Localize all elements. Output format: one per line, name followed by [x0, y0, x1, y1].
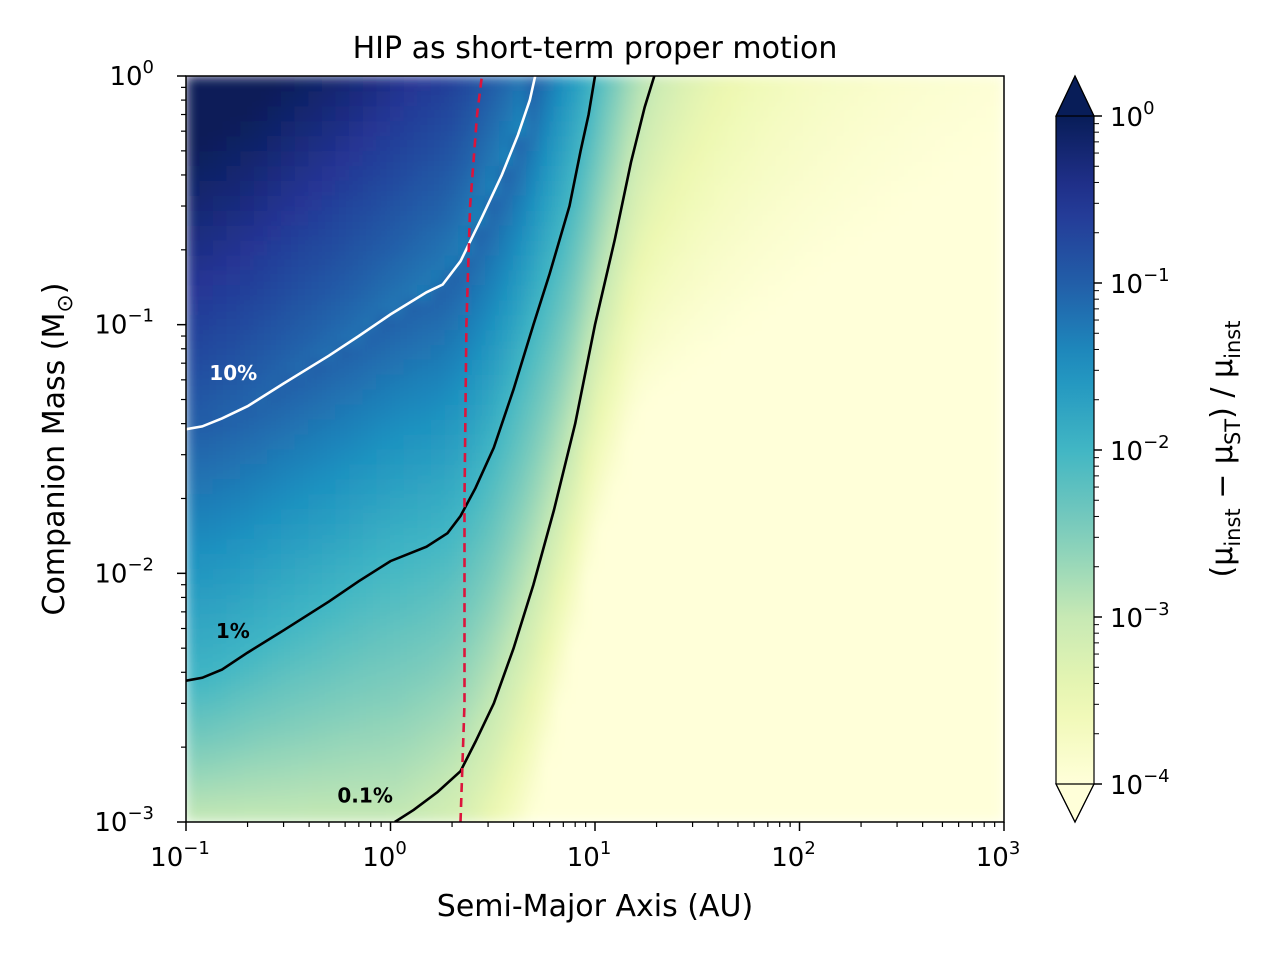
y-axis: 10−3 10−2 10−1 100 [94, 57, 186, 838]
colorbar-tick-label-2: 10−2 [1110, 432, 1170, 467]
contour-line-2 [394, 76, 656, 822]
colorbar: 10−4 10−3 10−2 10−1 100 (μinst − μST) / μins… [1055, 74, 1245, 824]
y-tick-label-2: 10−1 [94, 306, 154, 341]
x-axis: 10−1 100 101 102 103 [150, 822, 1020, 873]
x-tick-label-0: 10−1 [150, 838, 210, 873]
x-tick-label-3: 102 [771, 838, 816, 873]
contour-label-2: 0.1% [337, 783, 392, 807]
colorbar-body [1056, 116, 1094, 784]
chart-title: HIP as short-term proper motion [353, 31, 838, 66]
y-tick-label-0: 10−3 [94, 803, 154, 838]
x-tick-label-1: 100 [362, 838, 407, 873]
x-axis-title: Semi-Major Axis (AU) [437, 889, 753, 924]
x-tick-label-4: 103 [976, 838, 1021, 873]
heatmap [186, 76, 1004, 822]
x-tick-label-2: 101 [567, 838, 612, 873]
contour-line-1 [186, 76, 597, 682]
contour-label-0: 10% [209, 361, 257, 385]
colorbar-tick-label-3: 10−1 [1110, 265, 1170, 300]
colorbar-bottom-extension [1055, 783, 1095, 824]
y-axis-title: Companion Mass (M⊙) [37, 282, 78, 615]
reference-line [459, 76, 484, 822]
colorbar-label: (μinst − μST) / μinst [1205, 321, 1245, 578]
contour-labels: 10% 1% 0.1% [209, 361, 393, 807]
colorbar-ticks: 10−4 10−3 10−2 10−1 100 [1094, 98, 1170, 801]
contour-label-1: 1% [216, 619, 250, 643]
colorbar-top-extension [1055, 74, 1095, 117]
colorbar-tick-label-0: 10−4 [1110, 766, 1170, 801]
colorbar-tick-label-4: 100 [1110, 98, 1155, 133]
colorbar-tick-label-1: 10−3 [1110, 599, 1170, 634]
contour-line-0 [186, 76, 537, 431]
y-tick-label-1: 10−2 [94, 554, 154, 589]
y-tick-label-3: 100 [109, 57, 154, 92]
contour-group [186, 76, 656, 822]
